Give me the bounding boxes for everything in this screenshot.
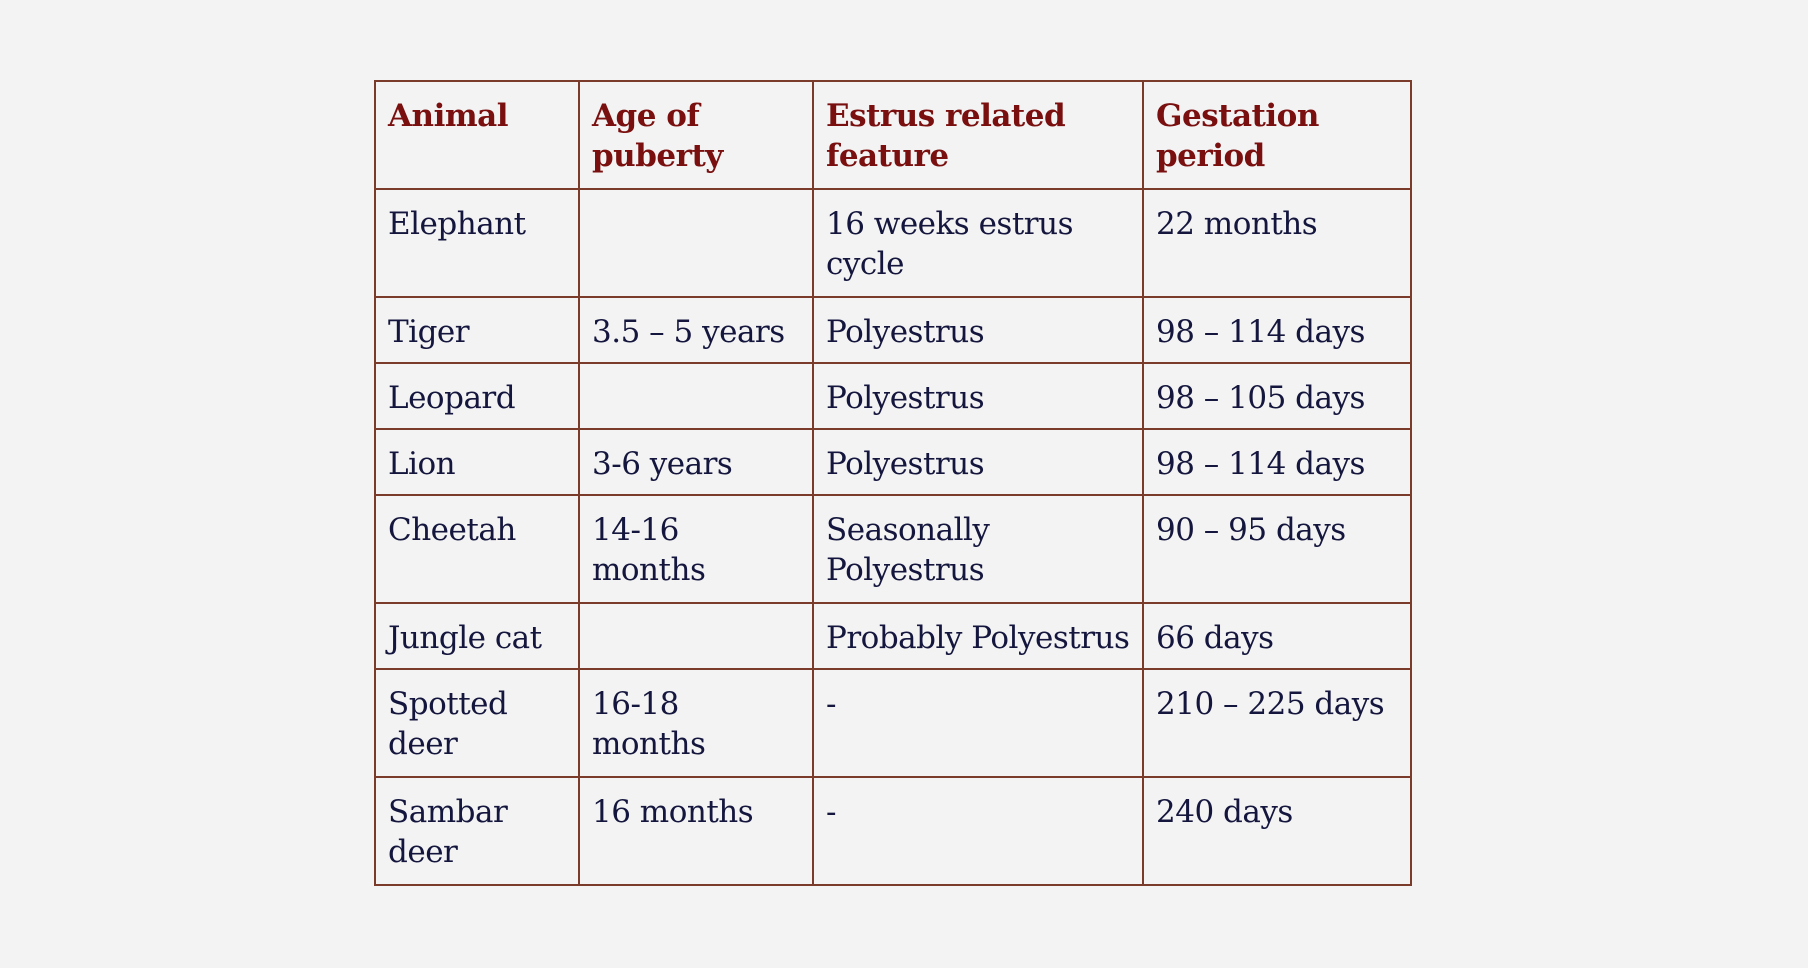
table-row: Elephant 16 weeks estrus cycle 22 months [374,188,1412,298]
cell-estrus: - [812,668,1144,778]
cell-estrus: Probably Polyestrus [812,602,1144,670]
cell-age: 16 months [578,776,814,886]
cell-gestation: 98 – 105 days [1142,362,1412,430]
table-row: Jungle cat Probably Polyestrus 66 days [374,602,1412,670]
table-row: Tiger 3.5 – 5 years Polyestrus 98 – 114 … [374,296,1412,364]
cell-animal: Elephant [374,188,580,298]
cell-estrus: Polyestrus [812,296,1144,364]
header-estrus-feature: Estrus related feature [812,80,1144,190]
gestation-table: Animal Age of puberty Estrus related fea… [374,80,1412,886]
table-row: Cheetah 14-16 months Seasonally Polyestr… [374,494,1412,604]
cell-estrus: 16 weeks estrus cycle [812,188,1144,298]
header-gestation-period: Gestation period [1142,80,1412,190]
cell-gestation: 98 – 114 days [1142,296,1412,364]
cell-estrus: Polyestrus [812,428,1144,496]
cell-animal: Sambar deer [374,776,580,886]
cell-age: 14-16 months [578,494,814,604]
header-animal: Animal [374,80,580,190]
cell-estrus: Polyestrus [812,362,1144,430]
table-row: Sambar deer 16 months - 240 days [374,776,1412,886]
cell-animal: Tiger [374,296,580,364]
cell-age [578,188,814,298]
table-row: Lion 3-6 years Polyestrus 98 – 114 days [374,428,1412,496]
cell-gestation: 66 days [1142,602,1412,670]
cell-age [578,362,814,430]
cell-animal: Spotted deer [374,668,580,778]
cell-age: 3-6 years [578,428,814,496]
cell-estrus: Seasonally Polyestrus [812,494,1144,604]
cell-estrus: - [812,776,1144,886]
header-age-of-puberty: Age of puberty [578,80,814,190]
cell-gestation: 210 – 225 days [1142,668,1412,778]
cell-age: 16-18 months [578,668,814,778]
cell-age: 3.5 – 5 years [578,296,814,364]
cell-gestation: 240 days [1142,776,1412,886]
table-row: Leopard Polyestrus 98 – 105 days [374,362,1412,430]
cell-animal: Leopard [374,362,580,430]
cell-gestation: 90 – 95 days [1142,494,1412,604]
table-header-row: Animal Age of puberty Estrus related fea… [374,80,1412,190]
cell-age [578,602,814,670]
cell-gestation: 22 months [1142,188,1412,298]
table-row: Spotted deer 16-18 months - 210 – 225 da… [374,668,1412,778]
cell-animal: Cheetah [374,494,580,604]
cell-gestation: 98 – 114 days [1142,428,1412,496]
cell-animal: Lion [374,428,580,496]
cell-animal: Jungle cat [374,602,580,670]
